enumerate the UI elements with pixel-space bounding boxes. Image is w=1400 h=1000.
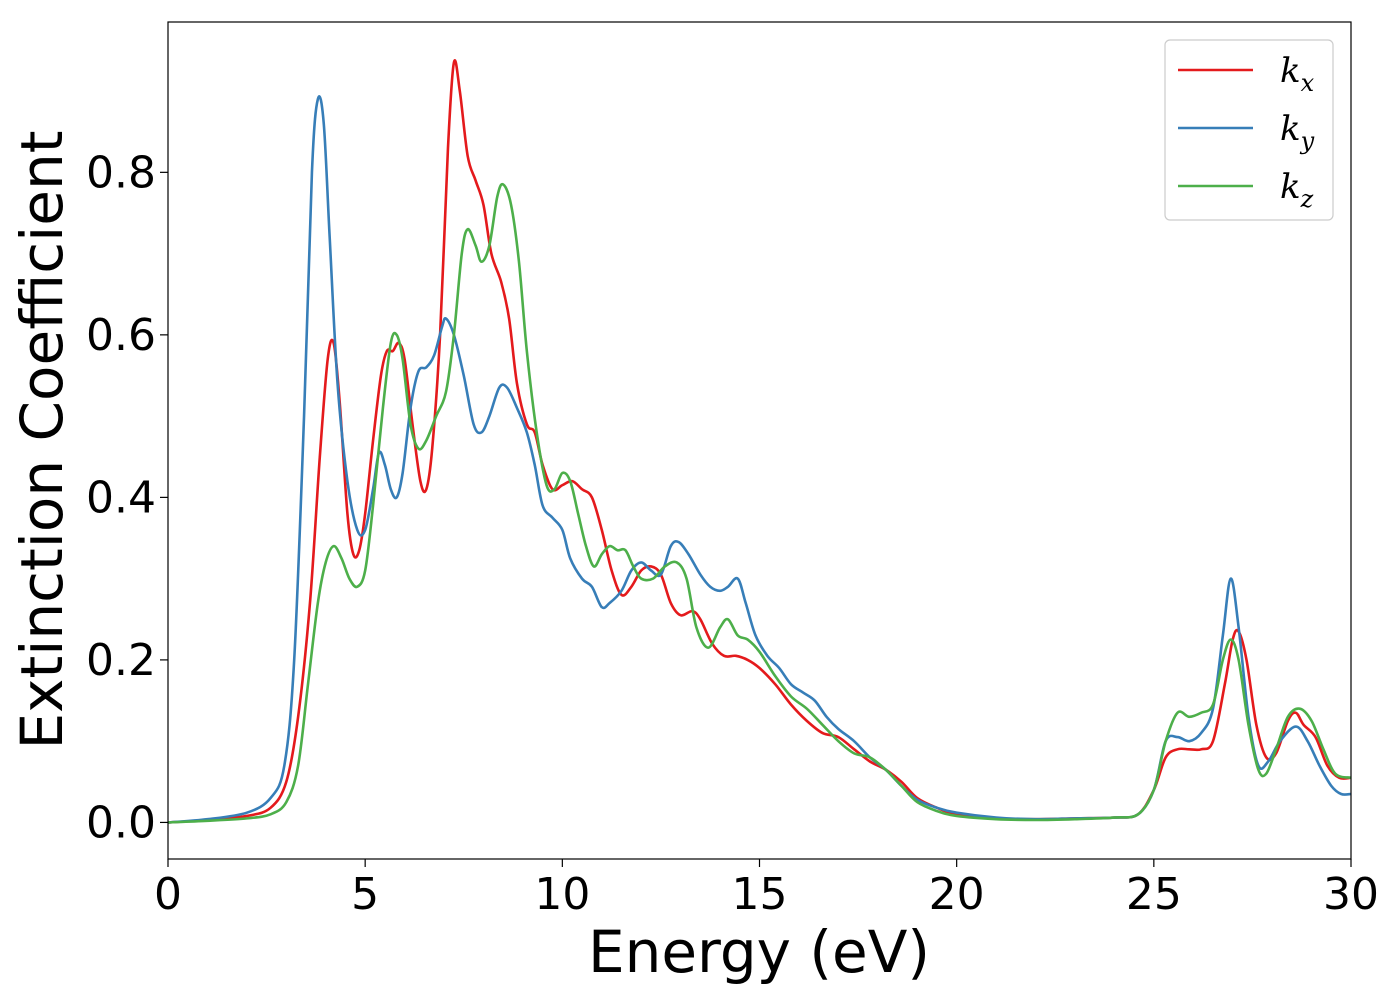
x-tick-label: 10 xyxy=(534,869,590,920)
legend-label-k-y: ky xyxy=(1280,109,1315,155)
legend-label-k-x: kx xyxy=(1280,51,1315,97)
y-axis-ticks: 0.0 0.2 0.4 0.6 0.8 xyxy=(86,147,168,848)
series-line-k-z xyxy=(168,182,1351,824)
series-line-k-y xyxy=(168,95,1351,824)
legend: kx ky kz xyxy=(1164,39,1334,221)
series-line-k-x xyxy=(168,59,1351,824)
legend-label-k-z: kz xyxy=(1280,167,1314,213)
x-tick-label: 0 xyxy=(154,869,182,920)
x-tick-label: 5 xyxy=(351,869,379,920)
legend-frame xyxy=(1164,39,1334,221)
y-tick-label: 0.2 xyxy=(86,635,156,686)
x-axis-label: Energy (eV) xyxy=(588,918,930,986)
x-axis-ticks: 0 5 10 15 20 25 30 xyxy=(154,859,1379,920)
y-tick-label: 0.6 xyxy=(86,310,156,361)
x-tick-label: 20 xyxy=(929,869,985,920)
x-tick-label: 30 xyxy=(1323,869,1379,920)
series-layer xyxy=(168,59,1351,824)
y-tick-label: 0.0 xyxy=(86,797,156,848)
y-axis-label: Extinction Coefficient xyxy=(8,131,76,750)
x-tick-label: 25 xyxy=(1126,869,1182,920)
x-tick-label: 15 xyxy=(732,869,788,920)
y-tick-label: 0.4 xyxy=(86,472,156,523)
y-tick-label: 0.8 xyxy=(86,147,156,198)
plot-background xyxy=(168,22,1351,859)
